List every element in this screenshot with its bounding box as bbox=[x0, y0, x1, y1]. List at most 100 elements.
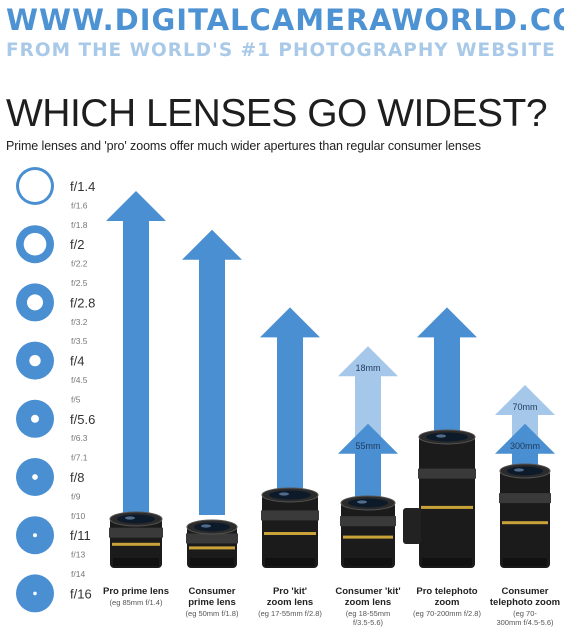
aperture-hole bbox=[26, 294, 44, 311]
lens-barrel bbox=[500, 470, 550, 568]
caption-title-0-0: Pro prime lens bbox=[103, 586, 169, 597]
stop-label-f-6-3: f/6.3 bbox=[71, 433, 88, 443]
aperture-hole bbox=[29, 354, 41, 367]
aperture-circle-f-5-6 bbox=[16, 399, 54, 438]
aperture-circle-f-8 bbox=[16, 458, 54, 496]
lens-glass bbox=[194, 522, 230, 532]
stop-label-f-1-6: f/1.6 bbox=[71, 200, 88, 210]
lens-zoom-ring bbox=[261, 510, 319, 521]
caption-title-4-0: Pro telephoto bbox=[416, 586, 477, 597]
lens-image-pro-kit-zoom-lens bbox=[261, 487, 319, 568]
lens-images bbox=[109, 429, 551, 568]
stop-label-f-5-6: f/5.6 bbox=[70, 412, 95, 427]
caption-title-5-0: Consumer bbox=[502, 586, 549, 597]
stop-label-f-3-5: f/3.5 bbox=[71, 336, 88, 346]
caption-example-5-1: 300mm f/4.5-5.6) bbox=[496, 618, 554, 627]
arrow-pro-prime-lens bbox=[106, 191, 166, 515]
lens-gold-ring bbox=[343, 535, 393, 539]
lens-image-consumer-prime-lens bbox=[186, 519, 238, 568]
lens-reflection bbox=[436, 434, 446, 438]
stop-label-f-3-2: f/3.2 bbox=[71, 317, 88, 327]
lens-reflection bbox=[514, 468, 524, 472]
stop-label-f-1-8: f/1.8 bbox=[71, 220, 88, 230]
caption-example-0-0: (eg 85mm f/1.4) bbox=[110, 598, 163, 607]
caption-example-4-0: (eg 70-200mm f/2.8) bbox=[413, 609, 481, 618]
lens-glass bbox=[348, 498, 388, 508]
lens-glass bbox=[117, 514, 155, 524]
caption-title-3-1: zoom lens bbox=[345, 597, 391, 608]
tripod-collar bbox=[403, 508, 421, 544]
stop-label-f-2-5: f/2.5 bbox=[71, 278, 88, 288]
aperture-hole bbox=[32, 533, 38, 538]
caption-title-3-0: Consumer 'kit' bbox=[335, 586, 400, 597]
zoom-label-short-consumer-telephoto-zoom: 70mm bbox=[512, 402, 537, 412]
zoom-label-long-consumer-telephoto-zoom: 300mm bbox=[510, 441, 540, 451]
aperture-scale: f/1.4 f/1.6 f/1.8 f/2 f/2.2 f/2.5 f/2.8 f/3.2 f/… bbox=[16, 167, 95, 613]
aperture-circle-f-4 bbox=[16, 341, 54, 380]
lens-captions: Pro prime lens(eg 85mm f/1.4)Consumerpri… bbox=[103, 586, 560, 627]
aperture-hole bbox=[23, 232, 47, 256]
site-tagline: FROM THE WORLD'S #1 PHOTOGRAPHY WEBSITE bbox=[6, 40, 556, 61]
aperture-circle-f-1-4 bbox=[16, 167, 54, 205]
lens-zoom-ring bbox=[340, 516, 396, 527]
lens-barrel bbox=[262, 494, 318, 568]
aperture-hole bbox=[32, 474, 38, 480]
lens-glass bbox=[426, 432, 468, 442]
lens-mount bbox=[113, 558, 159, 566]
caption-title-1-1: prime lens bbox=[188, 597, 236, 608]
lens-gold-ring bbox=[502, 521, 548, 525]
lens-barrel bbox=[419, 436, 475, 568]
lens-zoom-ring bbox=[109, 527, 163, 538]
caption-example-3-0: (eg 18-55mm bbox=[346, 609, 391, 618]
arrow-pro-kit-zoom-lens bbox=[260, 307, 320, 515]
lens-gold-ring bbox=[112, 542, 160, 546]
lens-gold-ring bbox=[189, 546, 235, 550]
lens-image-consumer-kit-zoom-lens bbox=[340, 495, 396, 568]
aperture-circle-f-11 bbox=[16, 516, 54, 555]
lens-zoom-ring bbox=[499, 493, 551, 504]
stop-label-f-2: f/2 bbox=[70, 237, 84, 252]
lens-mount bbox=[265, 558, 315, 566]
stop-label-f-14: f/14 bbox=[71, 569, 85, 579]
lens-zoom-ring bbox=[186, 533, 238, 544]
lens-gold-ring bbox=[264, 532, 316, 535]
lens-mount bbox=[190, 558, 234, 566]
stop-label-f-9: f/9 bbox=[71, 491, 81, 501]
lens-reflection bbox=[357, 500, 367, 504]
lens-mount bbox=[344, 558, 392, 566]
stop-label-f-7-1: f/7.1 bbox=[71, 453, 88, 463]
arrow-short-end-consumer-kit-zoom-lens bbox=[338, 346, 398, 454]
aperture-hole bbox=[30, 414, 40, 423]
site-url: WWW.DIGITALCAMERAWORLD.COM bbox=[6, 3, 564, 37]
infographic-title: WHICH LENSES GO WIDEST? bbox=[6, 92, 548, 135]
lens-image-pro-telephoto-zoom bbox=[418, 429, 476, 568]
aperture-hole bbox=[19, 170, 51, 202]
stop-label-f-4: f/4 bbox=[70, 354, 84, 369]
arrow-consumer-prime-lens bbox=[182, 229, 242, 516]
stop-label-f-2-8: f/2.8 bbox=[70, 295, 95, 310]
stop-label-f-16: f/16 bbox=[70, 586, 92, 601]
zoom-label-short-consumer-kit-zoom-lens: 18mm bbox=[355, 363, 380, 373]
lens-gold-ring bbox=[421, 505, 473, 509]
lens-zoom-ring bbox=[418, 468, 476, 479]
stop-label-f-1-4: f/1.4 bbox=[70, 179, 95, 194]
lens-reflection bbox=[125, 516, 135, 520]
stop-label-f-2-2: f/2.2 bbox=[71, 259, 88, 269]
caption-example-2-0: (eg 17-55mm f/2.8) bbox=[258, 609, 322, 618]
stop-label-f-11: f/11 bbox=[70, 528, 91, 543]
aperture-hole bbox=[33, 591, 37, 596]
caption-title-5-1: telephoto zoom bbox=[490, 597, 560, 608]
caption-title-4-1: zoom bbox=[435, 597, 460, 608]
caption-title-2-0: Pro 'kit' bbox=[273, 586, 307, 597]
lens-glass bbox=[507, 466, 543, 476]
stop-label-f-10: f/10 bbox=[71, 511, 85, 521]
arrow-long-end-consumer-kit-zoom-lens bbox=[338, 423, 398, 515]
aperture-circle-f-2 bbox=[16, 225, 54, 264]
lens-mount bbox=[422, 558, 472, 566]
lens-image-pro-prime-lens bbox=[109, 511, 163, 568]
arrow-pro-telephoto-zoom bbox=[417, 307, 477, 515]
caption-example-5-0: (eg 70- bbox=[513, 609, 537, 618]
lens-mount bbox=[503, 558, 547, 566]
caption-title-1-0: Consumer bbox=[189, 586, 236, 597]
stop-label-f-8: f/8 bbox=[70, 470, 84, 485]
